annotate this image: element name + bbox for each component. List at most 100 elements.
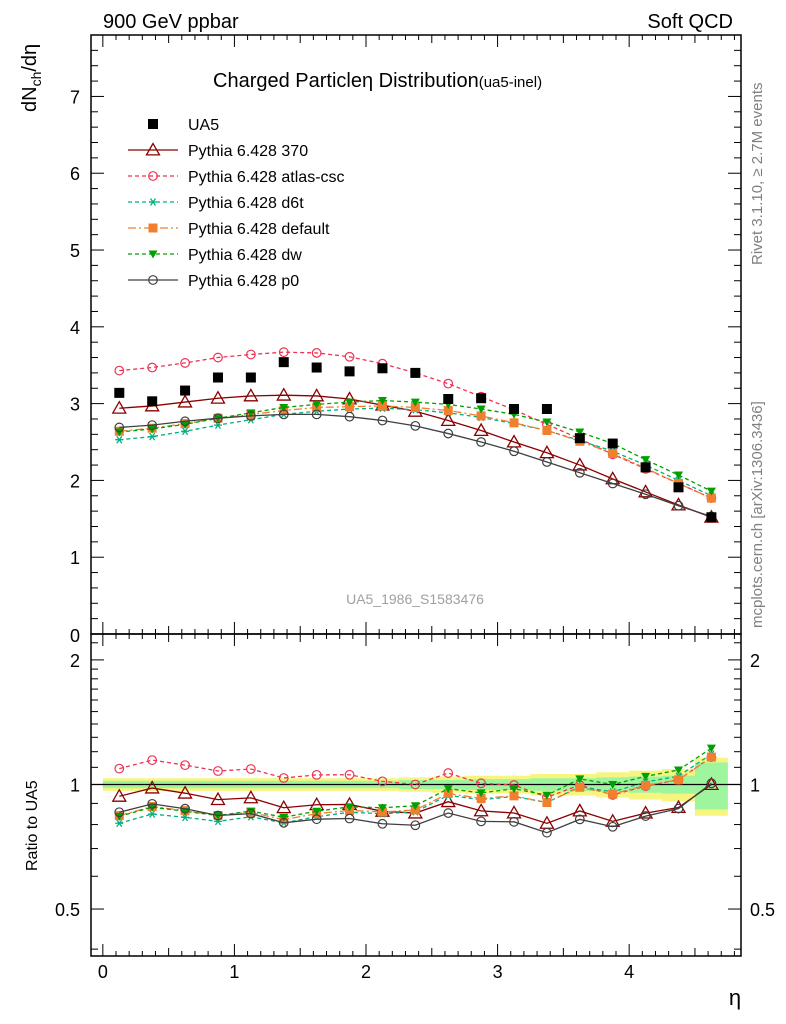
main-plot-area <box>111 347 720 523</box>
series-point-pythia-6-428-atlas-csc <box>147 362 158 373</box>
ratio-point-pythia-6-428-p0 <box>410 820 421 831</box>
series-line-pythia-6-428-p0 <box>119 413 712 518</box>
series-point-pythia-6-428-370 <box>111 400 127 414</box>
ratio-point-pythia-6-428-370 <box>243 790 259 804</box>
legend-label-pythia-6-428-370: Pythia 6.428 370 <box>188 143 308 160</box>
x-tick-label: 1 <box>229 962 239 982</box>
legend-label-pythia-6-428-dw: Pythia 6.428 dw <box>188 247 302 264</box>
ratio-point-pythia-6-428-atlas-csc <box>213 766 223 776</box>
series-point-pythia-6-428-p0 <box>640 489 651 500</box>
legend-label-pythia-6-428-p0: Pythia 6.428 p0 <box>188 273 299 290</box>
series-point-pythia-6-428-p0 <box>377 415 388 426</box>
ratio-point-pythia-6-428-p0 <box>147 798 158 809</box>
ratio-point-pythia-6-428-p0 <box>213 810 223 821</box>
ua5-data-point <box>212 372 223 383</box>
series-point-pythia-6-428-dw <box>706 487 716 496</box>
mcplots-label: mcplots.cern.ch [arXiv:1306.3436] <box>749 401 766 628</box>
series-point-pythia-6-428-p0 <box>245 411 256 421</box>
ratio-point-pythia-6-428-370 <box>572 803 588 817</box>
ratio-point-pythia-6-428-atlas-csc <box>344 769 355 780</box>
ratio-point-pythia-6-428-dw <box>706 744 716 753</box>
legend: UA5 Pythia 6.428 370 Pythia 6.428 atlas-cs… <box>128 117 345 290</box>
series-point-pythia-6-428-370 <box>440 412 456 427</box>
ratio-point-pythia-6-428-default <box>542 798 552 808</box>
ratio-point-pythia-6-428-p0 <box>476 816 487 827</box>
y-axis-label-sub: ch <box>28 72 44 87</box>
y-tick-label: 0 <box>70 626 80 646</box>
ratio-point-pythia-6-428-p0 <box>344 813 355 824</box>
y-tick-label: 3 <box>70 395 80 415</box>
series-point-pythia-6-428-default <box>608 449 618 459</box>
ratio-point-pythia-6-428-370 <box>440 793 456 808</box>
series-point-pythia-6-428-atlas-csc <box>114 365 125 376</box>
ratio-y-tick-label: 1 <box>70 775 80 795</box>
series-point-pythia-6-428-p0 <box>607 478 618 489</box>
series-point-pythia-6-428-d6t <box>148 432 157 441</box>
ratio-point-pythia-6-428-p0 <box>509 816 519 827</box>
ua5-data-point <box>541 403 552 414</box>
series-point-pythia-6-428-atlas-csc <box>311 348 322 358</box>
series-point-pythia-6-428-dw <box>180 420 190 429</box>
ratio-point-pythia-6-428-d6t <box>115 819 124 828</box>
x-tick-label: 2 <box>361 962 371 982</box>
ua5-data-point <box>476 393 487 404</box>
legend-marker-pythia-6-428-370 <box>145 142 161 156</box>
series-point-pythia-6-428-p0 <box>410 420 421 431</box>
series-line-pythia-6-428-370 <box>119 394 712 518</box>
ratio-point-pythia-6-428-default <box>641 780 651 790</box>
series-point-pythia-6-428-370 <box>177 394 193 408</box>
ratio-point-pythia-6-428-p0 <box>180 803 190 814</box>
series-point-pythia-6-428-p0 <box>180 416 190 427</box>
ratio-point-pythia-6-428-p0 <box>706 778 717 789</box>
legend-label-pythia-6-428-default: Pythia 6.428 default <box>188 221 330 238</box>
x-tick-label: 0 <box>98 962 108 982</box>
series-point-pythia-6-428-p0 <box>344 411 355 422</box>
ratio-point-pythia-6-428-dw <box>575 775 585 784</box>
series-point-pythia-6-428-p0 <box>443 428 454 439</box>
legend-marker-pythia-6-428-atlas-csc <box>148 171 158 181</box>
ua5-data-point <box>180 385 191 396</box>
series-point-pythia-6-428-atlas-csc <box>443 378 454 389</box>
series-point-pythia-6-428-dw <box>279 403 289 412</box>
ratio-line-pythia-6-428-p0 <box>119 782 712 834</box>
ua5-data-point <box>410 367 421 378</box>
ratio-axes: 0 1 2 3 4 0.5 0.5 1 1 2 2 <box>55 634 775 982</box>
series-point-pythia-6-428-atlas-csc <box>213 352 223 363</box>
ratio-point-pythia-6-428-p0 <box>114 807 125 818</box>
analysis-watermark: UA5_1986_S1583476 <box>346 591 484 607</box>
series-point-pythia-6-428-default <box>542 425 552 435</box>
y-axis-label: dNch/dη <box>19 44 44 112</box>
legend-marker-pythia-6-428-p0 <box>148 275 158 285</box>
series-point-pythia-6-428-d6t <box>115 435 124 444</box>
ratio-point-pythia-6-428-atlas-csc <box>410 779 421 790</box>
legend-label-pythia-6-428-d6t: Pythia 6.428 d6t <box>188 195 304 212</box>
ratio-point-pythia-6-428-dw <box>279 813 289 822</box>
y-tick-label: 7 <box>70 87 80 107</box>
series-point-pythia-6-428-dw <box>674 471 683 480</box>
legend-marker-pythia-6-428-dw <box>148 250 158 259</box>
ua5-data-point <box>574 433 585 444</box>
series-point-pythia-6-428-370 <box>276 387 292 401</box>
ratio-point-pythia-6-428-default <box>706 752 716 762</box>
ua5-data-point <box>311 362 322 373</box>
series-point-pythia-6-428-dw <box>345 398 355 407</box>
ratio-point-pythia-6-428-atlas-csc <box>278 773 289 783</box>
ratio-point-pythia-6-428-dw <box>542 791 552 800</box>
series-point-pythia-6-428-atlas-csc <box>344 351 355 362</box>
series-line-pythia-6-428-dw <box>119 399 712 492</box>
series-point-pythia-6-428-p0 <box>311 409 322 420</box>
series-point-pythia-6-428-dw <box>542 418 552 427</box>
series-point-pythia-6-428-p0 <box>114 422 125 433</box>
series-point-pythia-6-428-default <box>509 418 519 428</box>
y-axis-label-base: dN <box>19 86 41 112</box>
ua5-data-point <box>673 482 684 493</box>
chart-title-eta: η <box>362 70 373 92</box>
y-tick-label: 4 <box>70 318 80 338</box>
ratio-point-pythia-6-428-atlas-csc <box>377 776 388 787</box>
ratio-point-pythia-6-428-default <box>674 775 683 785</box>
ratio-point-pythia-6-428-370 <box>177 785 193 799</box>
ua5-data-point <box>147 396 158 407</box>
ua5-data-point <box>245 372 256 383</box>
ratio-point-pythia-6-428-p0 <box>278 817 289 828</box>
ratio-point-pythia-6-428-p0 <box>607 821 618 832</box>
